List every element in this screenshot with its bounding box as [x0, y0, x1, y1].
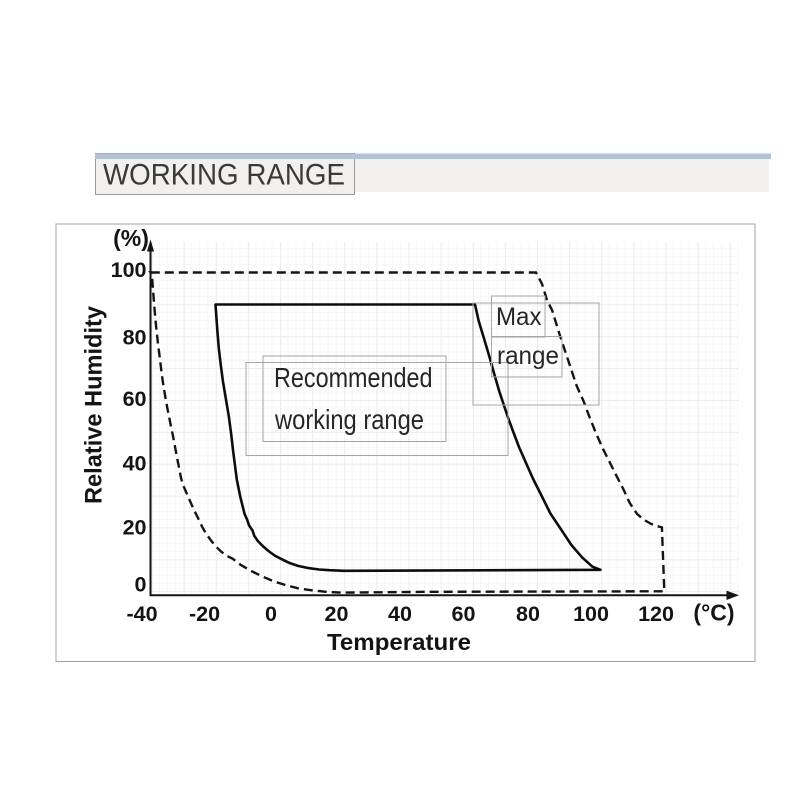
- svg-text:100: 100: [111, 258, 147, 282]
- svg-text:120: 120: [638, 602, 674, 626]
- svg-text:(%): (%): [113, 225, 149, 251]
- svg-text:-20: -20: [189, 602, 220, 626]
- svg-text:working range: working range: [274, 404, 424, 435]
- svg-text:Max: Max: [496, 303, 542, 331]
- svg-text:range: range: [497, 342, 559, 370]
- svg-text:40: 40: [123, 452, 147, 476]
- svg-text:Recommended: Recommended: [274, 362, 433, 393]
- svg-text:Temperature: Temperature: [327, 629, 471, 655]
- svg-text:WORKING RANGE: WORKING RANGE: [103, 159, 345, 192]
- svg-text:100: 100: [573, 602, 609, 626]
- svg-text:60: 60: [123, 387, 147, 411]
- svg-text:80: 80: [123, 326, 147, 350]
- svg-text:-40: -40: [126, 602, 157, 626]
- svg-text:0: 0: [135, 573, 147, 597]
- svg-text:80: 80: [516, 602, 540, 626]
- svg-text:0: 0: [265, 602, 277, 626]
- svg-text:60: 60: [452, 602, 476, 626]
- svg-text:40: 40: [388, 602, 412, 626]
- svg-text:20: 20: [325, 602, 349, 626]
- svg-text:20: 20: [123, 516, 147, 540]
- svg-text:Relative Humidity: Relative Humidity: [81, 305, 108, 504]
- svg-text:(°C): (°C): [693, 600, 734, 626]
